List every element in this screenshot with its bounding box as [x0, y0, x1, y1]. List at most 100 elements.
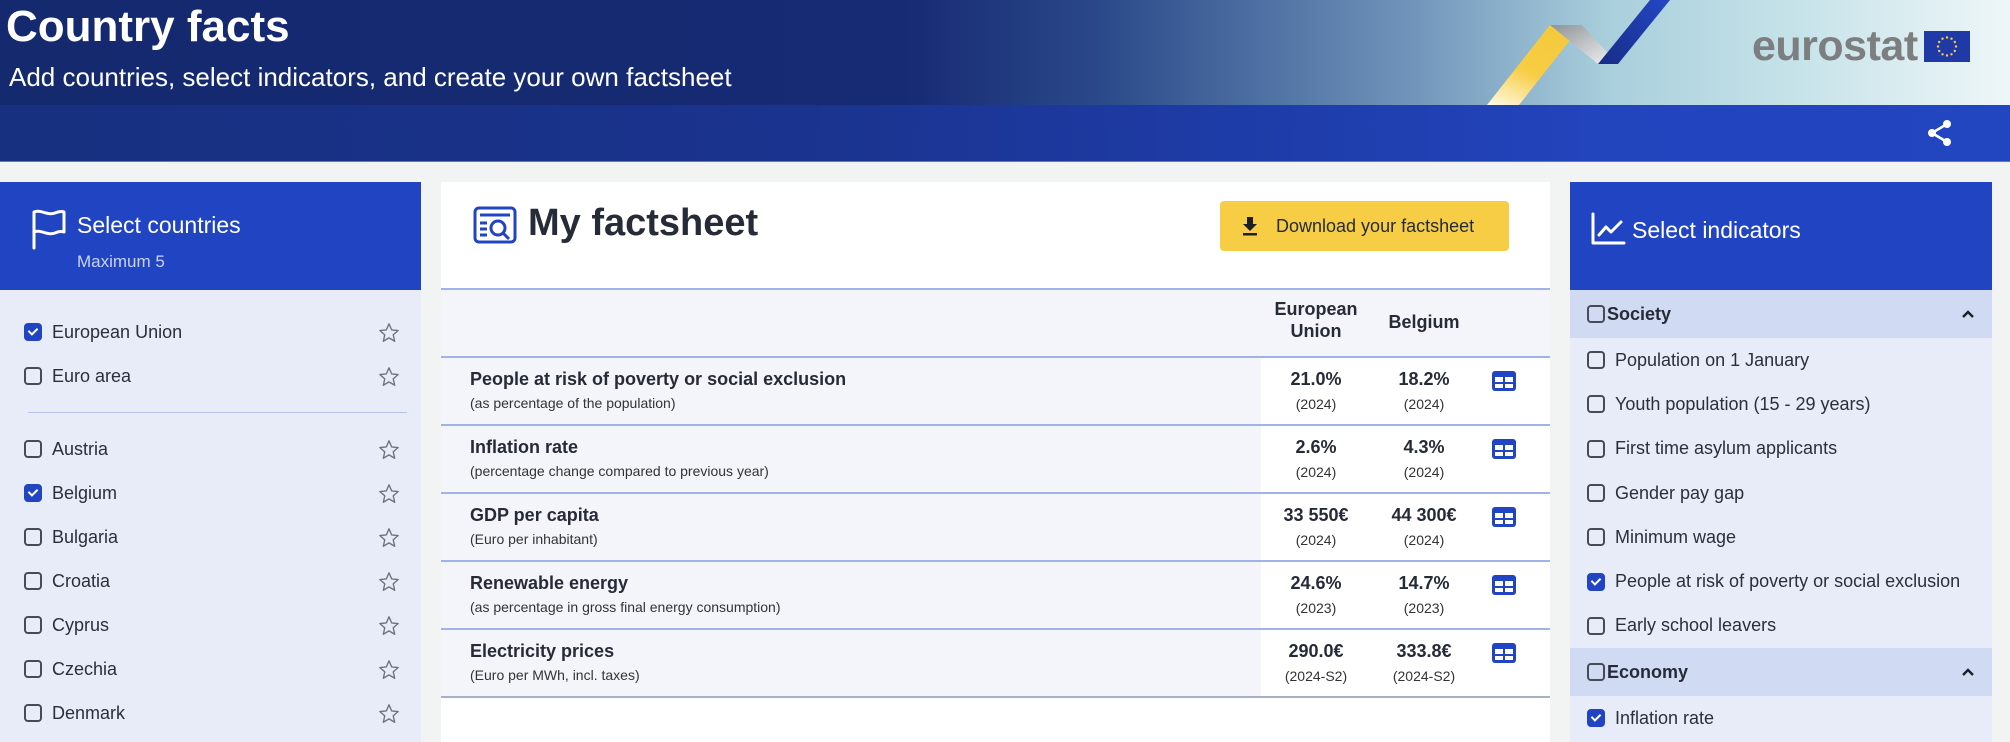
star-icon[interactable] — [378, 366, 400, 388]
indicator-item[interactable]: People at risk of poverty or social excl… — [1570, 559, 1992, 603]
star-icon[interactable] — [378, 483, 400, 505]
value: 21.0% — [1290, 369, 1342, 389]
checkbox-checked[interactable] — [24, 323, 42, 341]
factsheet-table-body: People at risk of poverty or social excl… — [441, 358, 1550, 698]
chevron-up-icon[interactable] — [1962, 308, 1974, 320]
country-label: Bulgaria — [52, 526, 119, 547]
period: (2024) — [1403, 464, 1445, 480]
checkbox-checked[interactable] — [24, 484, 42, 502]
star-icon[interactable] — [378, 322, 400, 344]
period: (2023) — [1295, 600, 1337, 616]
indicator-item[interactable]: Population on 1 January — [1570, 338, 1992, 382]
indicator-item[interactable]: Minimum wage — [1570, 515, 1992, 559]
checkbox[interactable] — [24, 616, 42, 634]
checkbox[interactable] — [1587, 663, 1605, 682]
download-icon — [1243, 217, 1257, 236]
group-society[interactable]: Society — [1570, 290, 1992, 338]
eurostat-logo[interactable]: eurostat — [1752, 22, 1970, 71]
star-icon[interactable] — [378, 571, 400, 593]
checkbox[interactable] — [1587, 351, 1605, 370]
row-label-cell: GDP per capita (Euro per inhabitant) — [441, 494, 1261, 560]
indicator-unit: (Euro per inhabitant) — [470, 531, 598, 547]
checkbox[interactable] — [24, 572, 42, 590]
country-item-european-union[interactable]: European Union — [0, 310, 421, 354]
value-cell-eu: 33 550€ (2024) — [1261, 505, 1371, 548]
star-icon[interactable] — [378, 527, 400, 549]
country-item-belgium[interactable]: Belgium — [0, 471, 421, 515]
table-header: European Union Belgium — [441, 288, 1550, 358]
indicator-unit: (Euro per MWh, incl. taxes) — [470, 667, 640, 683]
countries-panel-header: Select countries Maximum 5 — [0, 182, 421, 290]
countries-max-note: Maximum 5 — [77, 252, 165, 271]
country-item-czechia[interactable]: Czechia — [0, 647, 421, 691]
group-label: Economy — [1607, 661, 1689, 682]
checkbox-checked[interactable] — [1587, 572, 1605, 591]
country-item-euro-area[interactable]: Euro area — [0, 354, 421, 398]
value: 18.2% — [1398, 369, 1450, 389]
star-icon[interactable] — [378, 659, 400, 681]
country-label: Cyprus — [52, 614, 110, 635]
indicator-unit: (percentage change compared to previous … — [470, 463, 769, 479]
value-cell-belgium: 14.7% (2023) — [1369, 573, 1479, 616]
star-icon[interactable] — [378, 439, 400, 461]
table-view-icon[interactable] — [1491, 506, 1517, 528]
indicator-item[interactable]: First time asylum applicants — [1570, 427, 1992, 471]
factsheet-panel: My factsheet Download your factsheet Eur… — [441, 182, 1550, 742]
column-header-european-union: European Union — [1261, 298, 1371, 342]
nav-bar — [0, 105, 2010, 162]
indicator-item[interactable]: Inflation rate — [1570, 696, 1992, 740]
checkbox[interactable] — [24, 528, 42, 546]
table-row: GDP per capita (Euro per inhabitant) 33 … — [441, 494, 1550, 562]
indicator-item[interactable]: Early school leavers — [1570, 604, 1992, 648]
scrollbar[interactable] — [1992, 162, 2010, 742]
country-label: Euro area — [52, 365, 132, 386]
checkbox[interactable] — [1587, 305, 1605, 323]
checkbox[interactable] — [24, 367, 42, 385]
star-icon[interactable] — [378, 703, 400, 725]
table-view-icon[interactable] — [1491, 642, 1517, 664]
checkbox[interactable] — [1587, 528, 1605, 547]
table-view-icon[interactable] — [1491, 574, 1517, 596]
checkbox[interactable] — [1587, 439, 1605, 458]
indicator-item[interactable]: Gender pay gap — [1570, 471, 1992, 515]
group-label: Society — [1607, 303, 1672, 324]
checkbox[interactable] — [1587, 616, 1605, 635]
share-icon[interactable] — [1925, 118, 1955, 148]
value: 33 550€ — [1283, 505, 1349, 525]
checkbox[interactable] — [24, 440, 42, 458]
indicator-name: GDP per capita — [470, 505, 599, 525]
country-item-croatia[interactable]: Croatia — [0, 559, 421, 603]
country-item-bulgaria[interactable]: Bulgaria — [0, 515, 421, 559]
country-item-denmark[interactable]: Denmark — [0, 691, 421, 735]
value-cell-belgium: 333.8€ (2024-S2) — [1369, 641, 1479, 684]
star-icon[interactable] — [378, 615, 400, 637]
value-cell-eu: 24.6% (2023) — [1261, 573, 1371, 616]
download-factsheet-button[interactable]: Download your factsheet — [1220, 201, 1509, 251]
indicator-name: Electricity prices — [470, 641, 615, 661]
checkbox[interactable] — [24, 660, 42, 678]
indicator-label: Youth population (15 - 29 years) — [1615, 393, 1871, 414]
logo-text: eurostat — [1752, 22, 1918, 70]
country-item-austria[interactable]: Austria — [0, 427, 421, 471]
indicators-panel: Select indicators Society Population on … — [1570, 182, 1992, 742]
eu-flag-icon — [1923, 31, 1970, 62]
checkbox[interactable] — [1587, 395, 1605, 414]
chevron-up-icon[interactable] — [1962, 666, 1974, 678]
indicator-label: Population on 1 January — [1615, 349, 1810, 370]
checkbox-checked[interactable] — [1587, 709, 1605, 728]
value: 4.3% — [1403, 437, 1445, 457]
country-item-cyprus[interactable]: Cyprus — [0, 603, 421, 647]
table-view-icon[interactable] — [1491, 370, 1517, 392]
checkbox[interactable] — [1587, 484, 1605, 503]
divider — [28, 412, 407, 413]
value: 14.7% — [1398, 573, 1450, 593]
countries-panel-title: Select countries — [77, 212, 241, 238]
column-header-line: European — [1274, 299, 1358, 319]
indicator-item[interactable]: Youth population (15 - 29 years) — [1570, 382, 1992, 426]
country-label: European Union — [52, 321, 183, 342]
table-view-icon[interactable] — [1491, 438, 1517, 460]
checkbox[interactable] — [24, 704, 42, 722]
period: (2024) — [1295, 396, 1337, 412]
group-economy[interactable]: Economy — [1570, 648, 1992, 697]
column-header-belgium: Belgium — [1388, 312, 1460, 332]
